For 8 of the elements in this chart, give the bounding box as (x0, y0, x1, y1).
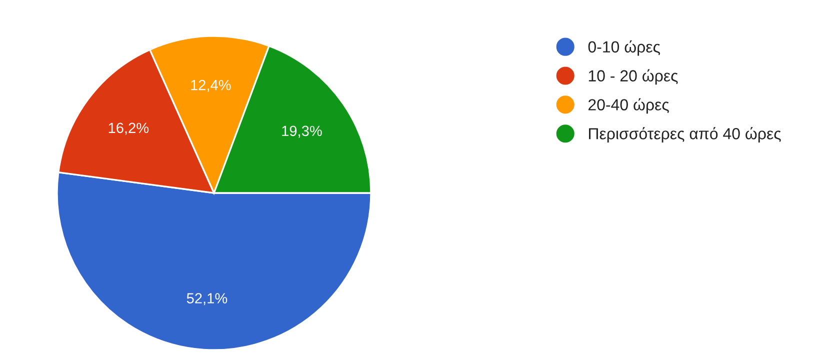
data-label: 12,4% (191, 80, 231, 92)
data-label: 52,1% (186, 293, 228, 306)
legend-label: Περισσότερες από 40 ώρες (589, 127, 781, 142)
legend-label: 20-40 ώρες (588, 98, 669, 114)
legend-label: 0-10 ώρες (588, 40, 660, 56)
data-label: 16,2% (108, 122, 149, 135)
data-label: 19,3% (282, 126, 322, 138)
legend-label: 10 - 20 ώρες (588, 69, 678, 85)
